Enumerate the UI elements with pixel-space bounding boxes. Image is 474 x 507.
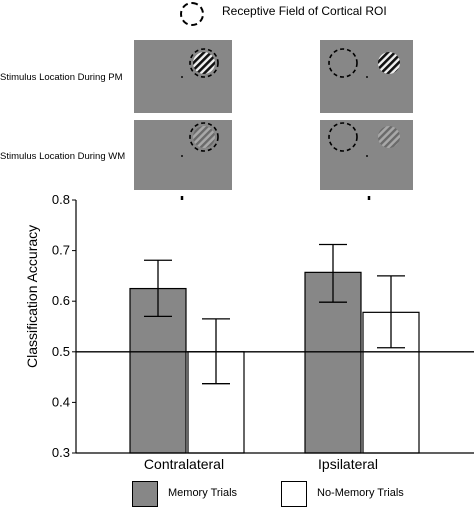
bar-chart: 0.3 0.4 0.5 0.6 0.7 0.8 — [52, 192, 474, 460]
grating-icon — [378, 52, 400, 74]
receptive-field-circle — [189, 122, 219, 152]
grating-icon — [193, 126, 215, 148]
legend-label-no-memory: No-Memory Trials — [317, 487, 404, 499]
y-tick-label: 0.5 — [52, 344, 70, 359]
panel-pm-ipsilateral — [320, 40, 413, 113]
y-axis-label: Classification Accuracy — [24, 224, 40, 368]
panel-wm-ipsilateral — [320, 120, 413, 190]
x-category-label-contralateral: Contralateral — [143, 456, 225, 472]
receptive-field-label: Receptive Field of Cortical ROI — [222, 4, 387, 18]
x-category-label-ipsilateral: Ipsilateral — [318, 456, 378, 472]
legend-swatch-memory — [132, 481, 158, 507]
legend-label-memory: Memory Trials — [168, 487, 238, 499]
receptive-field-circle — [328, 48, 358, 78]
y-tick-label: 0.3 — [52, 445, 70, 460]
row-label-wm: Stimulus Location During WM — [0, 151, 126, 162]
receptive-field-icon — [180, 2, 204, 26]
receptive-field-circle — [189, 48, 219, 78]
y-tick-label: 0.7 — [52, 243, 70, 258]
y-tick-label: 0.8 — [52, 192, 70, 207]
receptive-field-circle — [328, 122, 358, 152]
panel-pm-contralateral — [134, 40, 232, 113]
grating-icon — [378, 126, 400, 148]
y-tick-label: 0.6 — [52, 293, 70, 308]
y-tick-label: 0.4 — [52, 394, 70, 409]
panel-wm-contralateral — [134, 120, 232, 190]
grating-icon — [193, 52, 215, 74]
row-label-pm: Stimulus Location During PM — [0, 72, 123, 83]
legend-swatch-no-memory — [281, 481, 307, 507]
stimulus-panels — [134, 40, 413, 200]
